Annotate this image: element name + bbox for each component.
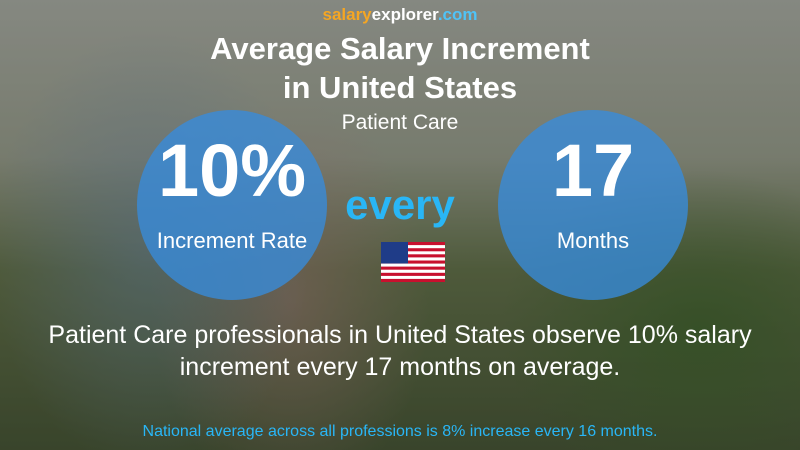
months-label: Months [556,228,630,253]
title-line: in United States [282,70,518,105]
footnote: National average across all professions … [142,423,658,440]
subtitle: Patient Care [341,111,459,134]
months-value: 17 [551,129,635,212]
description-line: increment every 17 months on average. [179,353,621,381]
rate-value: 10% [157,129,307,212]
brand-part: salary [322,5,372,24]
title-line: Average Salary Increment [210,31,590,66]
description-line: Patient Care professionals in United Sta… [48,321,752,349]
months-circle: 17 Months [498,110,688,300]
brand-part: .com [437,5,478,24]
connector: every [345,181,455,228]
rate-label: Increment Rate [156,228,308,253]
flag-stripes [381,242,445,282]
rate-circle: 10% Increment Rate [137,110,327,300]
brand-part: explorer [371,5,438,24]
brand: salaryexplorer.com [0,5,800,25]
flag-canton [381,242,408,264]
us-flag [381,242,445,282]
